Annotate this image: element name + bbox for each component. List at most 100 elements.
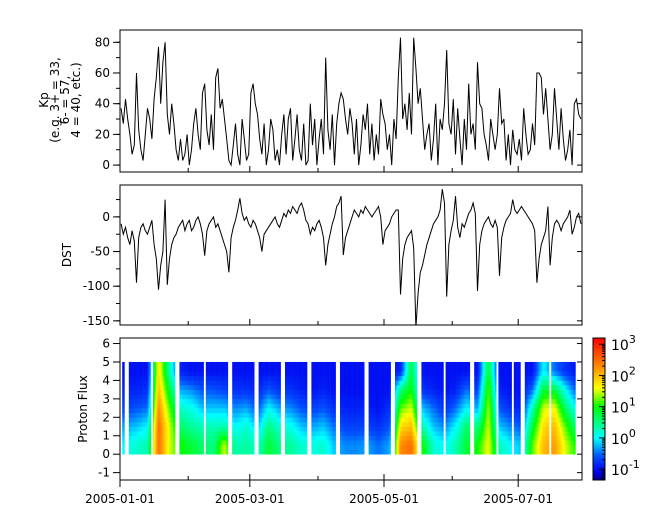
heatmap-cell [348,408,351,413]
heatmap-cell [343,417,345,423]
heatmap-cell [142,417,144,423]
heatmap-cell [331,385,333,390]
heatmap-cell [190,421,192,427]
heatmap-cell [343,444,345,450]
heatmap-cell [146,431,148,437]
heatmap-cell [334,417,336,423]
heatmap-cell [358,435,361,441]
heatmap-cell [198,408,200,413]
heatmap-cell [132,444,134,450]
heatmap-cell [209,440,211,446]
heatmap-cell [169,385,171,390]
heatmap-cell [326,385,329,390]
heatmap-cell [402,361,405,367]
heatmap-cell [233,417,235,423]
heatmap-cell [316,366,319,372]
heatmap-cell [292,444,295,450]
heatmap-cell [153,389,155,395]
heatmap-cell [136,435,138,441]
heatmap-cell [382,361,385,367]
heatmap-cell [314,431,317,437]
heatmap-cell [205,371,208,377]
heatmap-cell [142,412,144,418]
heatmap-cell [407,361,409,367]
heatmap-cell [404,389,407,395]
heatmap-cell [265,426,267,432]
heatmap-cell [191,398,193,404]
heatmap-cell [182,440,185,446]
heatmap-cell [159,417,161,423]
heatmap-cell [345,371,347,377]
heatmap-cell [219,361,221,367]
heatmap-cell [382,421,385,427]
heatmap-cell [291,412,293,418]
heatmap-cell [200,380,202,386]
heatmap-cell [213,421,215,427]
heatmap-cell [400,375,402,381]
heatmap-cell [285,435,287,441]
heatmap-cell [425,408,428,413]
heatmap-cell [133,371,135,377]
heatmap-cell [184,444,187,450]
heatmap-cell [213,389,215,395]
heatmap-cell [245,417,247,423]
heatmap-cell [267,375,269,381]
heatmap-cell [435,389,438,395]
heatmap-cell [388,444,390,450]
heatmap-cell [300,449,302,455]
heatmap-cell [172,435,175,441]
heatmap-cell [186,440,188,446]
heatmap-cell [258,421,260,427]
heatmap-cell [238,389,241,395]
heatmap-cell [287,366,289,372]
heatmap-cell [346,412,348,418]
heatmap-cell [426,435,429,441]
heatmap-cell [188,380,190,386]
heatmap-cell [334,394,336,400]
heatmap-cell [352,398,354,404]
heatmap-cell [435,440,438,446]
heatmap-cell [165,412,167,418]
heatmap-cell [146,389,148,395]
heatmap-cell [260,389,263,395]
heatmap-cell [232,431,234,437]
heatmap-cell [246,361,248,367]
heatmap-cell [370,412,373,418]
heatmap-cell [378,385,380,390]
heatmap-cell [433,385,435,390]
heatmap-cell [186,431,188,437]
heatmap-cell [198,444,200,450]
heatmap-cell [272,412,275,418]
heatmap-cell [397,417,399,423]
heatmap-cell [303,431,306,437]
heatmap-cell [277,394,279,400]
heatmap-cell [200,412,202,418]
heatmap-cell [270,417,273,423]
heatmap-cell [146,408,148,413]
heatmap-cell [330,380,332,386]
heatmap-cell [293,403,296,409]
heatmap-cell [357,417,359,423]
heatmap-cell [331,435,333,441]
heatmap-cell [314,394,317,400]
heatmap-cell [300,385,302,390]
heatmap-cell [345,366,347,372]
heatmap-cell [155,366,157,372]
heatmap-cell [226,421,229,427]
heatmap-cell [377,389,379,395]
heatmap-cell [190,440,192,446]
heatmap-cell [248,426,251,432]
heatmap-cell [155,444,157,450]
heatmap-cell [216,417,219,423]
heatmap-cell [303,449,306,455]
heatmap-cell [158,403,160,409]
heatmap-cell [425,431,428,437]
heatmap-cell [396,444,398,450]
heatmap-cell [138,440,141,446]
heatmap-cell [146,412,148,418]
heatmap-cell [360,389,363,395]
heatmap-cell [180,389,182,395]
heatmap-cell [276,380,278,386]
heatmap-cell [131,421,133,427]
heatmap-cell [322,431,324,437]
